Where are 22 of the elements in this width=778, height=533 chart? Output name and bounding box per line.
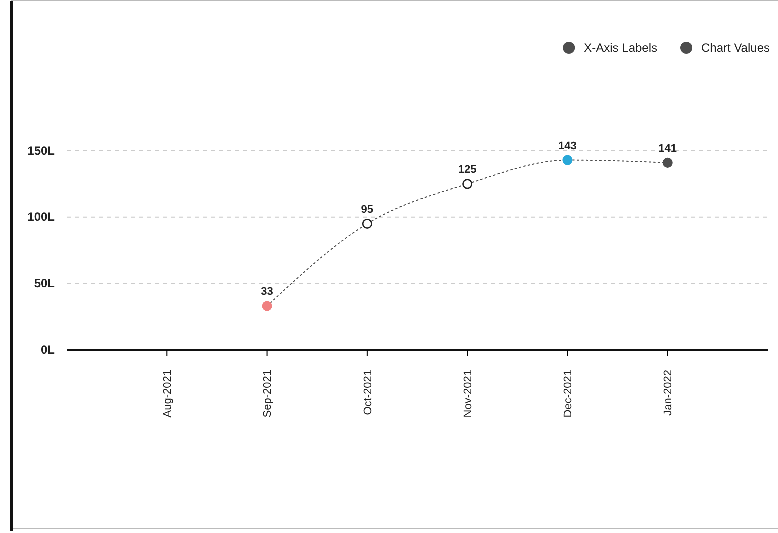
x-tick-label: Jan-2022 — [662, 370, 675, 416]
legend-label: Chart Values — [702, 41, 770, 56]
x-tick-label: Sep-2021 — [262, 370, 274, 418]
point — [662, 158, 673, 168]
x-tick-label: Aug-2021 — [162, 370, 174, 418]
data-label: 33 — [261, 286, 274, 298]
x-tick-label: Dec-2021 — [562, 370, 575, 418]
y-tick-label: 150L — [28, 144, 55, 158]
point — [462, 179, 473, 190]
x-tick-label: Nov-2021 — [462, 370, 474, 418]
point — [262, 301, 272, 312]
point — [362, 218, 372, 229]
legend-label: X-Axis Labels — [584, 41, 658, 56]
y-tick-label: 50L — [34, 276, 55, 291]
point — [562, 155, 573, 166]
y-tick-label: 0L — [40, 342, 55, 357]
data-label: 125 — [458, 164, 477, 176]
x-tick-label: Oct-2021 — [362, 370, 374, 416]
data-label: 95 — [361, 204, 374, 216]
data-label: 143 — [558, 140, 577, 152]
y-tick-label: 100L — [28, 210, 55, 224]
data-label: 141 — [658, 142, 678, 155]
